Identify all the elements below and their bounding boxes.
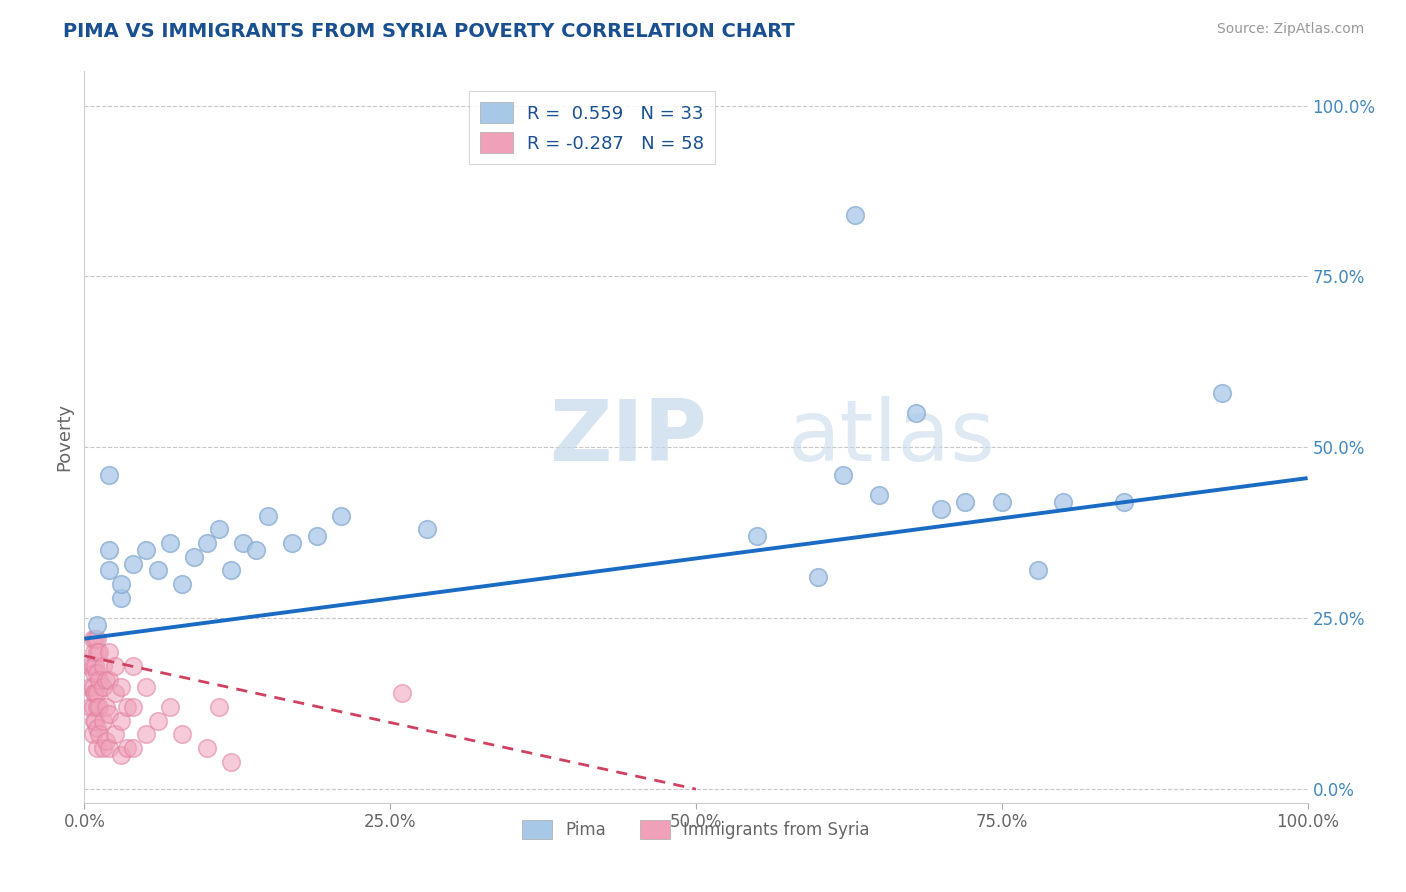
Point bbox=[86, 700, 108, 714]
Point bbox=[87, 673, 110, 687]
Point bbox=[281, 536, 304, 550]
Point bbox=[79, 700, 101, 714]
Point bbox=[122, 659, 145, 673]
Point bbox=[82, 727, 104, 741]
Point bbox=[1114, 495, 1136, 509]
Point bbox=[91, 741, 114, 756]
Point bbox=[87, 700, 110, 714]
Point bbox=[305, 529, 328, 543]
Point bbox=[87, 727, 110, 741]
Text: PIMA VS IMMIGRANTS FROM SYRIA POVERTY CORRELATION CHART: PIMA VS IMMIGRANTS FROM SYRIA POVERTY CO… bbox=[63, 22, 794, 41]
Point bbox=[83, 645, 105, 659]
Point bbox=[91, 714, 114, 728]
Point bbox=[122, 557, 145, 571]
Point bbox=[104, 686, 127, 700]
Point bbox=[183, 549, 205, 564]
Point bbox=[122, 700, 145, 714]
Point bbox=[82, 632, 104, 646]
Point bbox=[219, 563, 242, 577]
Point bbox=[86, 686, 108, 700]
Point bbox=[1052, 495, 1074, 509]
Point bbox=[97, 673, 120, 687]
Point bbox=[905, 406, 928, 420]
Point bbox=[257, 508, 280, 523]
Point bbox=[991, 495, 1014, 509]
Point bbox=[96, 700, 118, 714]
Point bbox=[122, 741, 145, 756]
Point bbox=[82, 659, 104, 673]
Point bbox=[83, 714, 105, 728]
Point bbox=[86, 645, 108, 659]
Point bbox=[208, 700, 231, 714]
Point bbox=[97, 741, 120, 756]
Point bbox=[232, 536, 254, 550]
Point bbox=[953, 495, 976, 509]
Point bbox=[245, 542, 267, 557]
Point bbox=[831, 467, 853, 482]
Point bbox=[208, 522, 231, 536]
Point bbox=[110, 577, 132, 591]
Point bbox=[159, 536, 181, 550]
Point bbox=[86, 632, 108, 646]
Point bbox=[110, 591, 132, 605]
Point bbox=[84, 632, 107, 646]
Point bbox=[747, 529, 769, 543]
Point bbox=[86, 618, 108, 632]
Point bbox=[159, 700, 181, 714]
Point bbox=[1211, 385, 1233, 400]
Point bbox=[84, 714, 107, 728]
Point bbox=[97, 645, 120, 659]
Point bbox=[79, 680, 101, 694]
Point bbox=[1028, 563, 1050, 577]
Point bbox=[86, 721, 108, 735]
Point bbox=[219, 755, 242, 769]
Point bbox=[96, 673, 118, 687]
Point bbox=[104, 727, 127, 741]
Y-axis label: Poverty: Poverty bbox=[55, 403, 73, 471]
Point bbox=[172, 727, 194, 741]
Point bbox=[84, 686, 107, 700]
Text: atlas: atlas bbox=[787, 395, 995, 479]
Point bbox=[86, 665, 108, 680]
Point bbox=[135, 727, 157, 741]
Text: Source: ZipAtlas.com: Source: ZipAtlas.com bbox=[1216, 22, 1364, 37]
Point bbox=[97, 467, 120, 482]
Point bbox=[146, 563, 169, 577]
Point bbox=[844, 208, 866, 222]
Point bbox=[869, 488, 891, 502]
Point bbox=[807, 570, 830, 584]
Point bbox=[83, 686, 105, 700]
Point bbox=[97, 706, 120, 721]
Legend: Pima, Immigrants from Syria: Pima, Immigrants from Syria bbox=[516, 814, 876, 846]
Point bbox=[79, 659, 101, 673]
Point bbox=[115, 741, 138, 756]
Point bbox=[115, 700, 138, 714]
Point bbox=[195, 741, 218, 756]
Point bbox=[135, 680, 157, 694]
Point bbox=[96, 734, 118, 748]
Point bbox=[83, 665, 105, 680]
Point bbox=[87, 645, 110, 659]
Point bbox=[391, 686, 413, 700]
Point bbox=[84, 659, 107, 673]
Point bbox=[135, 542, 157, 557]
Point bbox=[86, 741, 108, 756]
Point bbox=[929, 501, 952, 516]
Point bbox=[110, 747, 132, 762]
Point bbox=[195, 536, 218, 550]
Point bbox=[416, 522, 439, 536]
Point bbox=[146, 714, 169, 728]
Text: ZIP: ZIP bbox=[550, 395, 707, 479]
Point bbox=[104, 659, 127, 673]
Point bbox=[82, 700, 104, 714]
Point bbox=[97, 563, 120, 577]
Point bbox=[91, 680, 114, 694]
Point bbox=[330, 508, 353, 523]
Point bbox=[97, 542, 120, 557]
Point bbox=[172, 577, 194, 591]
Point bbox=[82, 680, 104, 694]
Point bbox=[110, 680, 132, 694]
Point bbox=[91, 659, 114, 673]
Point bbox=[110, 714, 132, 728]
